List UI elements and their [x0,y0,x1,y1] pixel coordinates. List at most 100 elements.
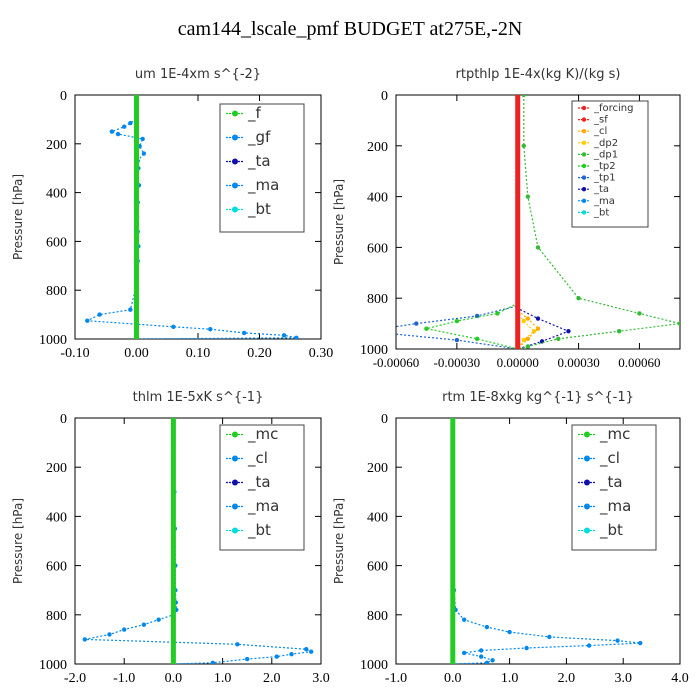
x-tick-label: 0.30 [309,346,334,361]
data-point [525,316,531,321]
data-point [308,649,314,654]
series-line [85,118,297,339]
data-point [235,642,240,647]
legend-label: _bt [593,207,609,218]
x-tick-label: -0.10 [60,346,89,361]
legend-label: _mc [599,425,630,444]
legend-label: _ma [247,497,279,516]
x-tick-label: 4.0 [671,671,689,686]
legend-label: _sf [593,115,608,126]
data-point [638,640,643,646]
data-point [107,632,112,637]
legend-label: _cl [593,126,607,137]
legend: _f _gf _ta _ma _bt [219,103,305,233]
data-point [208,327,213,332]
y-axis-label: Pressure [hPa] [11,498,25,584]
data-point [414,321,419,326]
legend-marker [581,163,587,169]
legend-label: _ta [599,473,623,492]
legend: _mc _cl _ta _ma _bt [219,424,305,551]
legend-label: _bt [247,200,271,219]
data-point [531,329,537,334]
legend-marker [584,503,590,510]
y-tick-label: 800 [367,292,388,307]
y-tick-label: 400 [46,187,67,202]
data-point [171,324,176,329]
data-point [586,643,592,648]
y-tick-label: 400 [367,510,388,525]
series-line [517,95,539,349]
legend: _forcing_sf_cl_dp2_dp1_tp2_tp1_ta_ma_bt [571,100,649,228]
y-tick-label: 600 [46,235,67,250]
legend-marker [581,105,587,111]
data-point [156,617,161,622]
x-tick-label: -0.00060 [373,355,420,370]
data-point [245,656,250,662]
data-point [484,624,490,630]
legend-marker [232,527,238,534]
panel-title: rtpthlp 1E-4x(kg K)/(kg s) [456,67,621,82]
data-point [109,129,115,134]
y-tick-label: 600 [367,560,388,575]
y-tick-label: 800 [367,609,388,624]
x-tick-label: -1.0 [385,671,407,686]
data-point [82,637,88,642]
legend-marker [232,134,238,141]
x-tick-label: 0.0 [444,671,462,686]
legend-marker [584,527,590,534]
data-point [495,311,500,316]
legend-marker [232,182,238,189]
data-point [128,120,133,126]
series-line [452,418,641,664]
series-line [517,95,571,349]
data-point [616,329,622,334]
legend-marker [581,210,587,215]
legend-box [571,100,649,228]
panel-title: um 1E-4xm s^{-2} [135,67,261,82]
data-point [122,627,127,632]
data-point [490,658,495,663]
data-point [637,311,642,316]
legend-label: _ta [247,152,271,171]
data-point [525,194,531,199]
y-tick-label: 600 [46,560,67,575]
x-tick-label: 3.0 [312,671,330,686]
legend-marker [232,431,238,438]
data-point [479,648,484,653]
plot-frame [395,94,681,350]
legend-label: _dp1 [593,149,618,160]
data-point [304,647,309,652]
legend-marker [232,455,238,462]
x-tick-label: -0.00030 [434,355,481,370]
data-point [363,329,367,333]
legend-marker [584,431,590,438]
legend-label: _tp2 [593,161,616,172]
data-point [566,329,571,334]
y-tick-label: 800 [46,609,67,624]
data-point [521,95,526,98]
legend-marker [581,117,587,122]
x-tick-label: 0.00030 [557,355,599,370]
chart-panel-rtpthlp: rtpthlp 1E-4x(kg K)/(kg s) Pressure [hPa]… [332,67,681,370]
data-point [122,124,127,129]
chart-panel-um: um 1E-4xm s^{-2} Pressure [hPa] 0 200 400 600… [11,67,333,361]
panel-title: thlm 1E-5xK s^{-1} [133,390,264,405]
legend-marker [581,140,587,145]
data-point [479,654,484,659]
y-tick-label: 400 [46,510,67,525]
x-tick-label: -2.0 [64,671,86,686]
y-tick-label: 200 [46,461,67,476]
data-point [521,143,526,148]
x-tick-label: 3.0 [614,671,632,686]
legend-marker [581,129,587,134]
data-point [524,645,529,651]
data-point [521,318,526,324]
data-point [454,318,460,324]
data-point [461,650,467,656]
x-tick-label: 1.0 [501,671,519,686]
data-point [424,326,429,331]
data-point [461,617,467,622]
data-point [141,151,147,156]
y-axis-label: Pressure [hPa] [332,498,346,584]
